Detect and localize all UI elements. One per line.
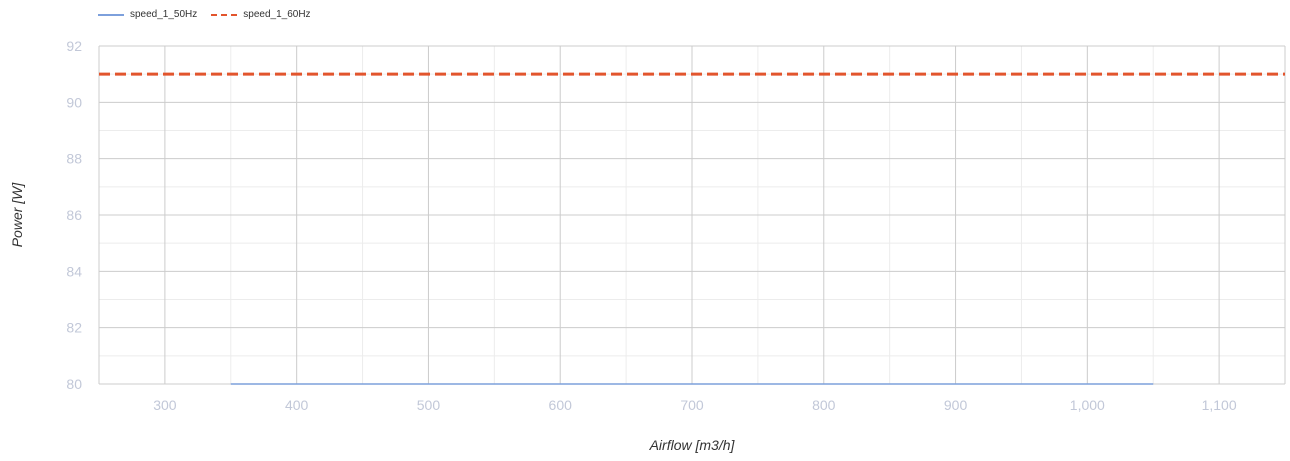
x-axis-title: Airflow [m3/h] bbox=[649, 437, 736, 453]
y-tick-label: 84 bbox=[66, 263, 82, 279]
legend-item-speed-1-60hz[interactable]: speed_1_60Hz bbox=[211, 9, 311, 20]
legend-item-speed-1-50hz[interactable]: speed_1_50Hz bbox=[98, 9, 197, 20]
x-tick-label: 500 bbox=[417, 397, 441, 413]
y-axis-title: Power [W] bbox=[9, 182, 25, 248]
x-tick-label: 600 bbox=[549, 397, 573, 413]
x-tick-label: 1,000 bbox=[1070, 397, 1105, 413]
legend-swatch-dashed bbox=[211, 13, 238, 16]
x-tick-label: 700 bbox=[680, 397, 704, 413]
y-tick-label: 82 bbox=[66, 320, 82, 336]
x-tick-label: 900 bbox=[944, 397, 968, 413]
y-tick-label: 80 bbox=[66, 376, 82, 392]
y-tick-label: 86 bbox=[66, 207, 82, 223]
legend-swatch-solid bbox=[98, 13, 124, 16]
grid-lines bbox=[98, 45, 1286, 385]
x-tick-label: 300 bbox=[153, 397, 177, 413]
x-tick-label: 400 bbox=[285, 397, 309, 413]
chart-legend: speed_1_50Hz speed_1_60Hz bbox=[98, 9, 311, 20]
series-lines bbox=[99, 72, 1285, 385]
x-tick-label: 1,100 bbox=[1202, 397, 1237, 413]
tick-labels: 300 400 500 600 700 800 900 1,000 1,100 80 82 84 86 8… bbox=[66, 38, 1236, 413]
y-tick-label: 92 bbox=[66, 38, 82, 54]
legend-label: speed_1_60Hz bbox=[243, 9, 311, 20]
y-tick-label: 88 bbox=[66, 151, 82, 167]
legend-label: speed_1_50Hz bbox=[130, 9, 198, 20]
y-tick-label: 90 bbox=[66, 94, 82, 110]
x-tick-label: 800 bbox=[812, 397, 836, 413]
